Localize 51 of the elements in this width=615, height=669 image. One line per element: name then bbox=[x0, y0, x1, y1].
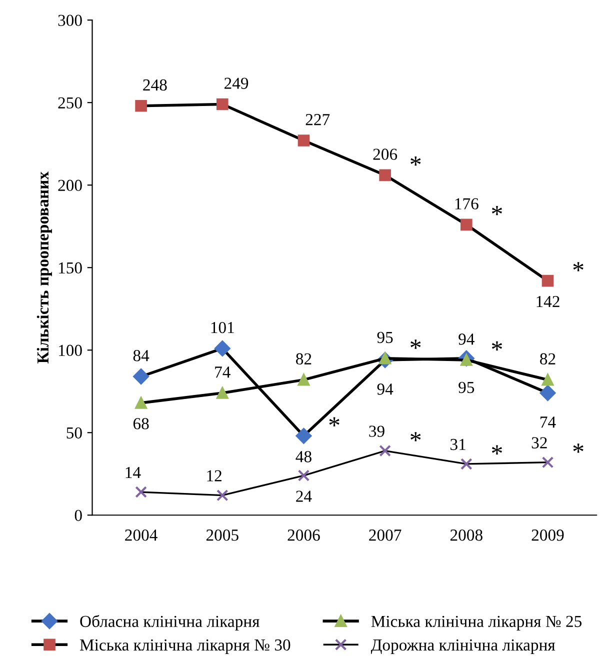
y-tick-label: 300 bbox=[58, 14, 82, 26]
data-label: 176 bbox=[455, 198, 478, 210]
x-tick-label: 2005 bbox=[206, 530, 238, 541]
data-label: 82 bbox=[540, 353, 556, 365]
annotation: * bbox=[329, 417, 340, 426]
legend-label: Дорожна клінічна лікарня bbox=[370, 639, 556, 654]
annotation: * bbox=[410, 156, 421, 166]
annotation: * bbox=[573, 444, 584, 453]
y-tick-label: 250 bbox=[58, 97, 82, 109]
data-label: 249 bbox=[224, 78, 248, 89]
data-label: 94 bbox=[377, 384, 394, 395]
data-label: 12 bbox=[207, 470, 222, 482]
x-tick-label: 2007 bbox=[369, 530, 402, 541]
x-tick-label: 2008 bbox=[450, 530, 482, 541]
data-label: 95 bbox=[377, 332, 393, 344]
legend-label: Міська клінічна лікарня № 30 bbox=[80, 639, 290, 654]
data-label: 101 bbox=[211, 322, 234, 334]
legend-label: Обласна клінічна лікарня bbox=[80, 614, 260, 630]
y-tick-label: 150 bbox=[58, 262, 82, 274]
data-label: 74 bbox=[540, 416, 556, 428]
data-label: 82 bbox=[296, 353, 312, 365]
data-label: 248 bbox=[143, 79, 167, 91]
data-label: 24 bbox=[296, 490, 312, 502]
y-axis-title: Кількість прооперованих bbox=[36, 172, 52, 364]
data-label: 14 bbox=[126, 466, 141, 478]
y-tick-label: 100 bbox=[58, 344, 82, 356]
annotation: * bbox=[492, 206, 502, 216]
annotation: * bbox=[492, 341, 502, 350]
data-label: 95 bbox=[458, 382, 474, 394]
data-label: 84 bbox=[133, 350, 150, 362]
annotation: * bbox=[573, 262, 584, 272]
x-tick-label: 2004 bbox=[125, 530, 158, 541]
data-label: 68 bbox=[133, 418, 149, 430]
data-label: 94 bbox=[458, 334, 474, 345]
y-tick-label: 200 bbox=[58, 180, 82, 192]
annotation: * bbox=[492, 445, 502, 454]
data-label: 206 bbox=[373, 148, 398, 160]
legend-label: Міська клінічна лікарня № 25 bbox=[371, 616, 582, 630]
annotation: * bbox=[410, 340, 421, 349]
y-tick-label: 50 bbox=[66, 427, 82, 439]
x-tick-label: 2006 bbox=[288, 530, 320, 541]
data-label: 74 bbox=[215, 366, 230, 378]
data-label: 142 bbox=[536, 296, 560, 308]
data-label: 32 bbox=[532, 437, 547, 448]
data-label: 227 bbox=[306, 114, 330, 126]
y-tick-label: 0 bbox=[74, 510, 82, 522]
data-label: 31 bbox=[450, 438, 466, 450]
x-tick-label: 2009 bbox=[532, 530, 564, 541]
data-label: 39 bbox=[369, 426, 384, 437]
data-label: 48 bbox=[296, 451, 312, 462]
annotation: * bbox=[410, 432, 421, 442]
